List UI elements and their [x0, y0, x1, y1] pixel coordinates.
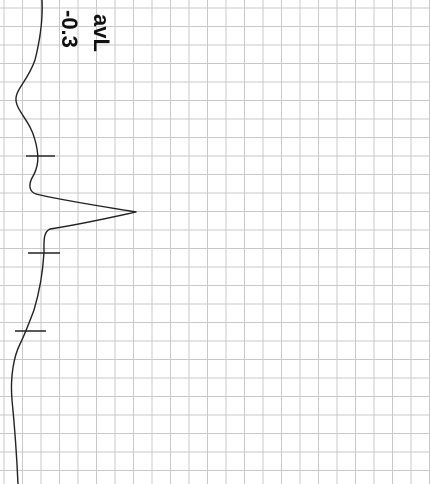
lead-value: -0.3	[57, 10, 82, 48]
ecg-trace	[10, 0, 137, 484]
lead-name: avL	[89, 14, 114, 52]
